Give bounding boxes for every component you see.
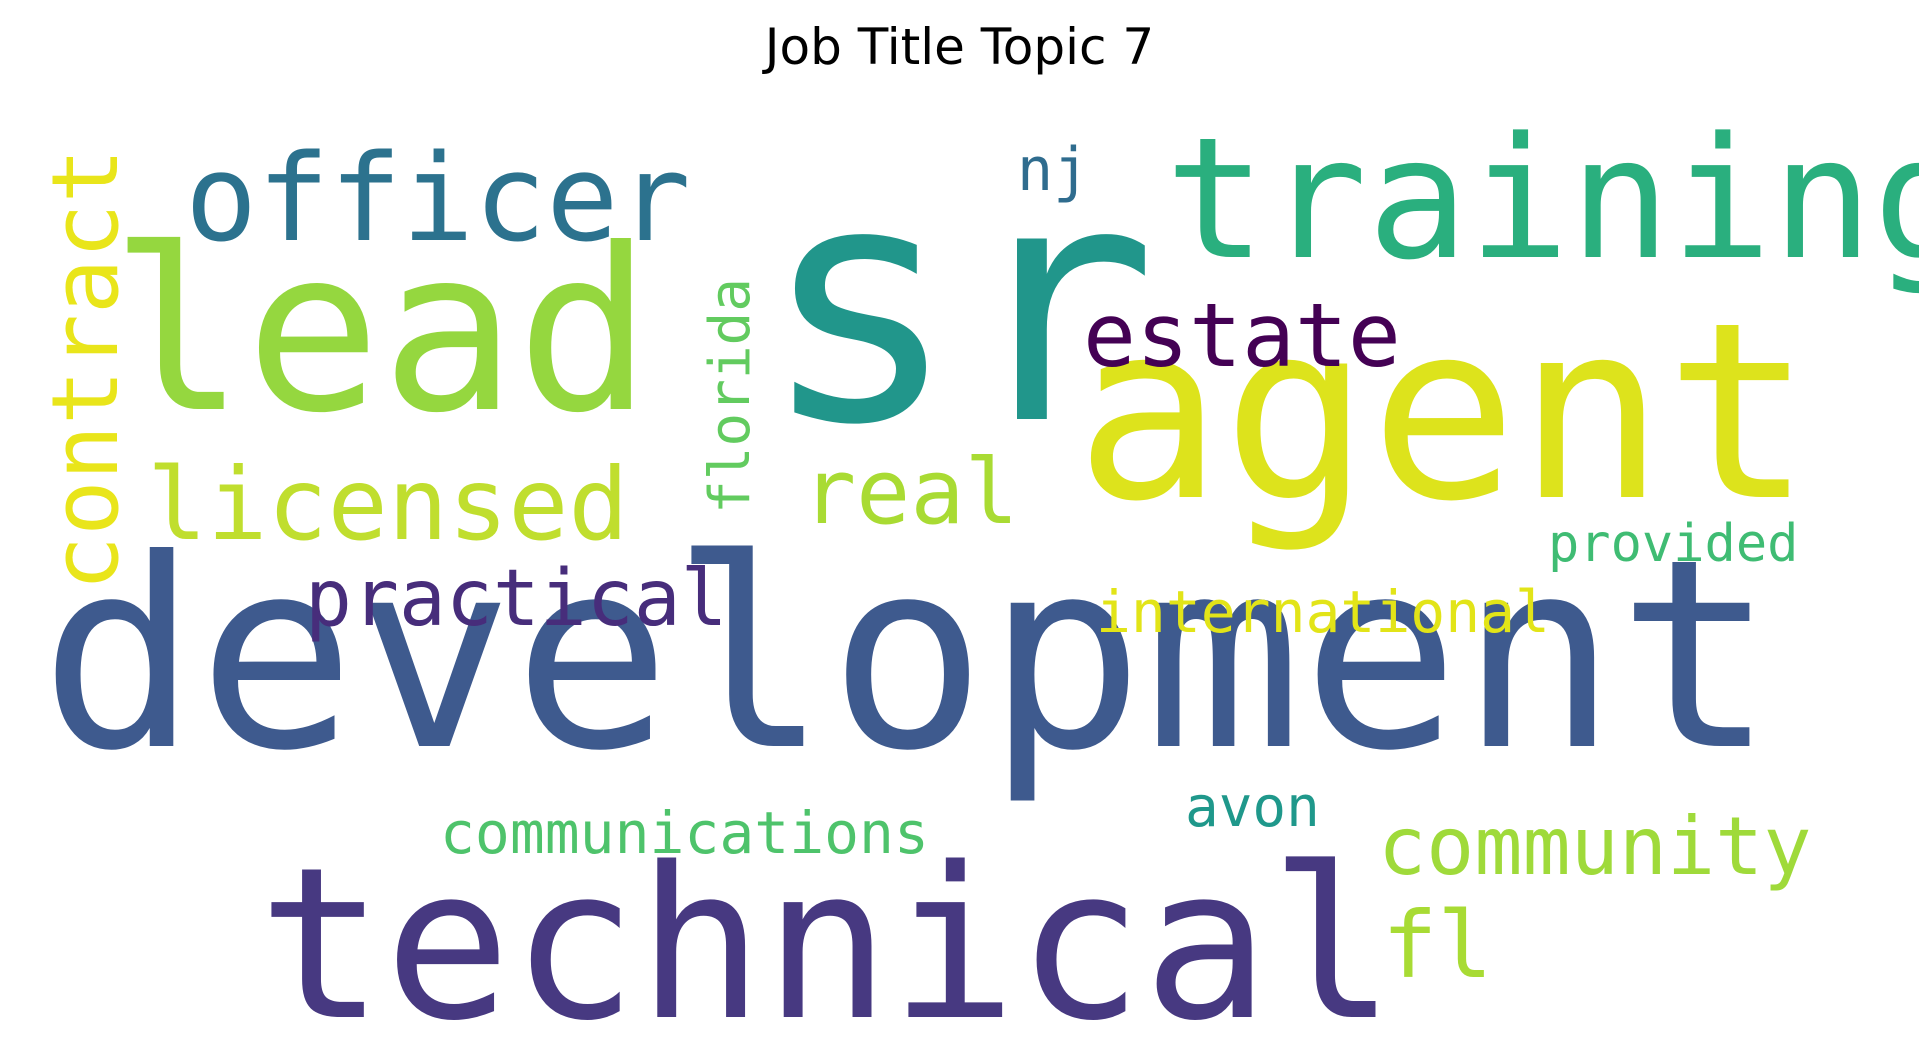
word-lead: lead	[110, 201, 652, 463]
word-officer: officer	[185, 130, 691, 269]
word-practical: practical	[305, 554, 728, 644]
word-technical: technical	[258, 822, 1396, 1053]
word-licensed: licensed	[147, 446, 629, 563]
word-fl: fl	[1382, 892, 1493, 999]
word-community: community	[1378, 800, 1812, 893]
word-real: real	[802, 440, 1019, 545]
word-provided: provided	[1548, 514, 1799, 574]
word-agent: agent	[1075, 270, 1813, 555]
word-contract: contract	[32, 148, 139, 592]
chart-title: Job Title Topic 7	[764, 18, 1155, 76]
word-training: training	[1165, 101, 1919, 297]
word-communications: communications	[440, 799, 929, 867]
word-nj: nj	[1017, 135, 1090, 205]
word-development: development	[40, 503, 1776, 808]
word-sr: sr	[760, 113, 1158, 497]
word-florida: florida	[698, 278, 763, 515]
word-international: international	[1096, 578, 1550, 646]
word-avon: avon	[1185, 775, 1320, 840]
word-estate: estate	[1083, 284, 1401, 387]
